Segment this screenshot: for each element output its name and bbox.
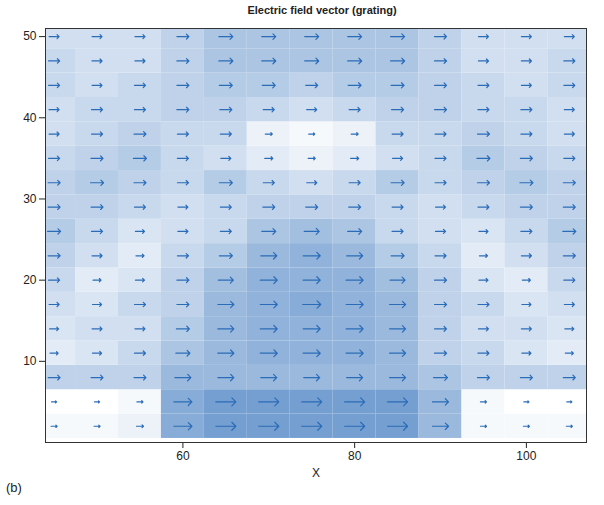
- svg-text:60: 60: [176, 449, 190, 463]
- svg-text:50: 50: [23, 29, 37, 43]
- svg-text:X: X: [312, 466, 320, 480]
- svg-text:40: 40: [23, 111, 37, 125]
- svg-text:30: 30: [23, 192, 37, 206]
- html-text:(b): (b): [6, 480, 22, 495]
- svg-text:10: 10: [23, 354, 37, 368]
- svg-text:100: 100: [516, 449, 536, 463]
- svg-text:80: 80: [348, 449, 362, 463]
- html-text:Electric field vector (grating: Electric field vector (grating): [247, 4, 397, 16]
- svg-text:20: 20: [23, 273, 37, 287]
